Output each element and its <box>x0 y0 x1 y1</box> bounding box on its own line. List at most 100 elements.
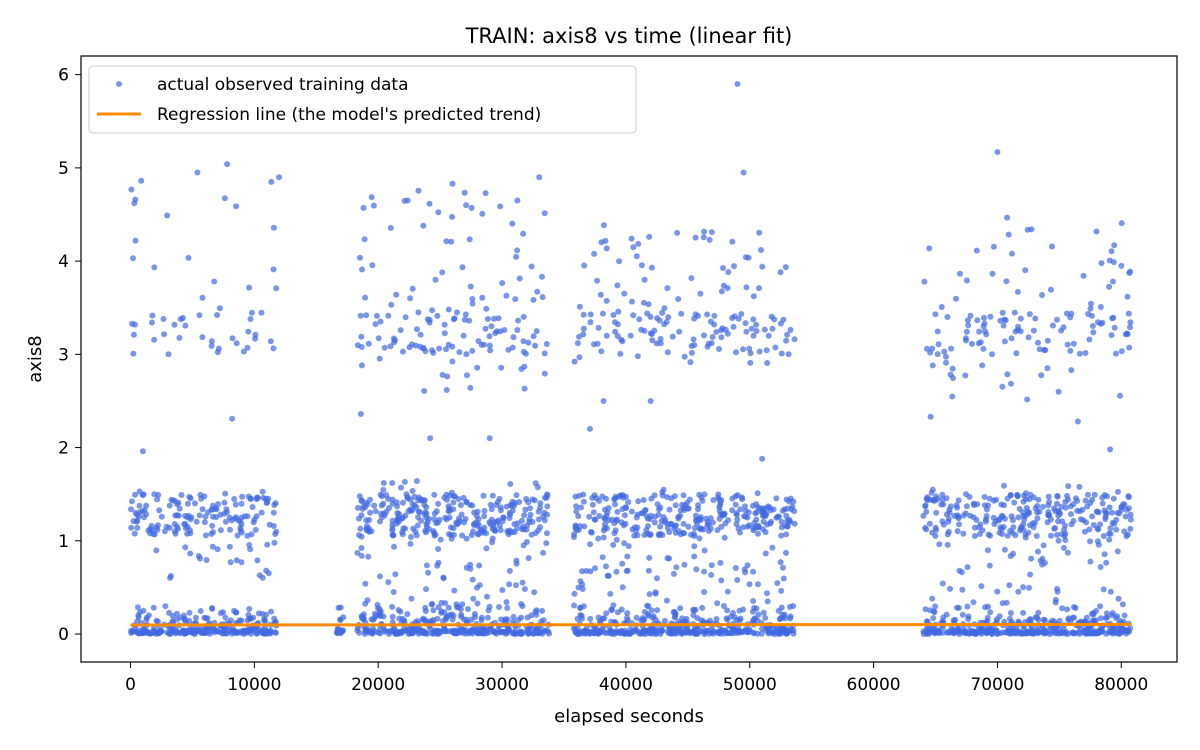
scatter-point <box>413 532 420 539</box>
scatter-point <box>149 630 156 636</box>
scatter-point <box>1107 588 1114 595</box>
scatter-point <box>469 576 476 583</box>
scatter-point <box>185 254 192 261</box>
scatter-point <box>499 587 506 593</box>
scatter-point <box>480 492 487 499</box>
scatter-point <box>971 533 978 539</box>
scatter-point <box>731 263 737 270</box>
scatter-point <box>441 321 448 328</box>
scatter-point <box>680 492 687 499</box>
scatter-point <box>513 253 520 260</box>
scatter-point <box>541 370 548 377</box>
scatter-point <box>684 499 691 506</box>
scatter-point <box>1097 521 1104 528</box>
scatter-point <box>521 586 528 592</box>
scatter-point <box>512 500 519 506</box>
scatter-point <box>926 245 933 252</box>
scatter-point <box>237 518 244 525</box>
scatter-point <box>723 615 730 622</box>
scatter-point <box>175 525 181 532</box>
scatter-point <box>725 517 732 524</box>
scatter-point <box>1010 550 1017 557</box>
scatter-point <box>397 608 404 615</box>
scatter-point <box>676 328 683 335</box>
scatter-point <box>590 509 597 516</box>
scatter-point <box>611 629 618 636</box>
scatter-point <box>973 247 980 254</box>
scatter-point <box>669 333 676 340</box>
scatter-point <box>691 543 698 550</box>
scatter-point <box>672 611 679 617</box>
scatter-point <box>409 487 416 494</box>
scatter-point <box>415 309 422 316</box>
scatter-point <box>1087 500 1094 506</box>
scatter-point <box>514 327 521 333</box>
scatter-point <box>777 269 784 276</box>
scatter-point <box>612 319 618 326</box>
scatter-point <box>628 235 635 242</box>
scatter-point <box>488 506 495 513</box>
scatter-point <box>1101 492 1108 498</box>
scatter-point <box>467 384 474 391</box>
scatter-point <box>657 523 664 530</box>
scatter-point <box>624 553 631 560</box>
scatter-point <box>614 282 621 289</box>
scatter-point <box>528 531 535 538</box>
scatter-point <box>510 334 517 341</box>
scatter-point <box>970 514 977 521</box>
scatter-point <box>976 531 983 537</box>
scatter-point <box>233 340 240 347</box>
scatter-point <box>1040 503 1046 510</box>
scatter-point <box>358 552 365 559</box>
scatter-point <box>131 200 138 207</box>
scatter-point <box>222 630 229 637</box>
scatter-point <box>718 577 725 584</box>
scatter-point <box>958 569 965 576</box>
scatter-point <box>432 276 439 283</box>
scatter-point <box>707 525 714 532</box>
scatter-point <box>268 178 275 185</box>
scatter-point <box>475 629 482 636</box>
scatter-point <box>691 553 698 560</box>
scatter-point <box>654 607 661 614</box>
scatter-point <box>570 625 577 632</box>
scatter-point <box>1006 615 1013 622</box>
scatter-point <box>681 353 688 360</box>
scatter-point <box>1004 532 1011 539</box>
scatter-point <box>982 518 989 525</box>
scatter-point <box>522 506 529 513</box>
scatter-point <box>1001 482 1007 489</box>
scatter-point <box>1113 350 1119 357</box>
scatter-point <box>1106 536 1113 543</box>
scatter-point <box>666 506 673 513</box>
scatter-point <box>514 520 521 527</box>
scatter-point <box>520 230 527 237</box>
scatter-point <box>359 266 365 273</box>
scatter-point <box>420 222 427 229</box>
scatter-point <box>337 616 344 623</box>
scatter-point <box>1055 537 1062 544</box>
scatter-point <box>387 224 394 231</box>
scatter-point <box>153 547 160 554</box>
scatter-point <box>1086 526 1093 533</box>
scatter-point <box>385 312 392 319</box>
legend-line-label: Regression line (the model's predicted t… <box>157 105 541 125</box>
scatter-point <box>980 345 987 352</box>
scatter-point <box>467 283 474 290</box>
scatter-point <box>615 308 622 315</box>
scatter-point <box>1086 336 1093 343</box>
scatter-point <box>692 606 699 613</box>
scatter-point <box>476 582 483 589</box>
scatter-point <box>537 524 544 531</box>
scatter-point <box>740 346 747 353</box>
scatter-point <box>389 480 396 486</box>
scatter-point <box>209 502 216 509</box>
scatter-point <box>577 578 584 585</box>
scatter-point <box>654 575 660 582</box>
scatter-point <box>922 502 929 509</box>
scatter-point <box>750 568 757 575</box>
scatter-point <box>450 493 457 500</box>
scatter-point <box>400 499 406 506</box>
scatter-point <box>426 200 433 207</box>
scatter-point <box>610 541 617 548</box>
